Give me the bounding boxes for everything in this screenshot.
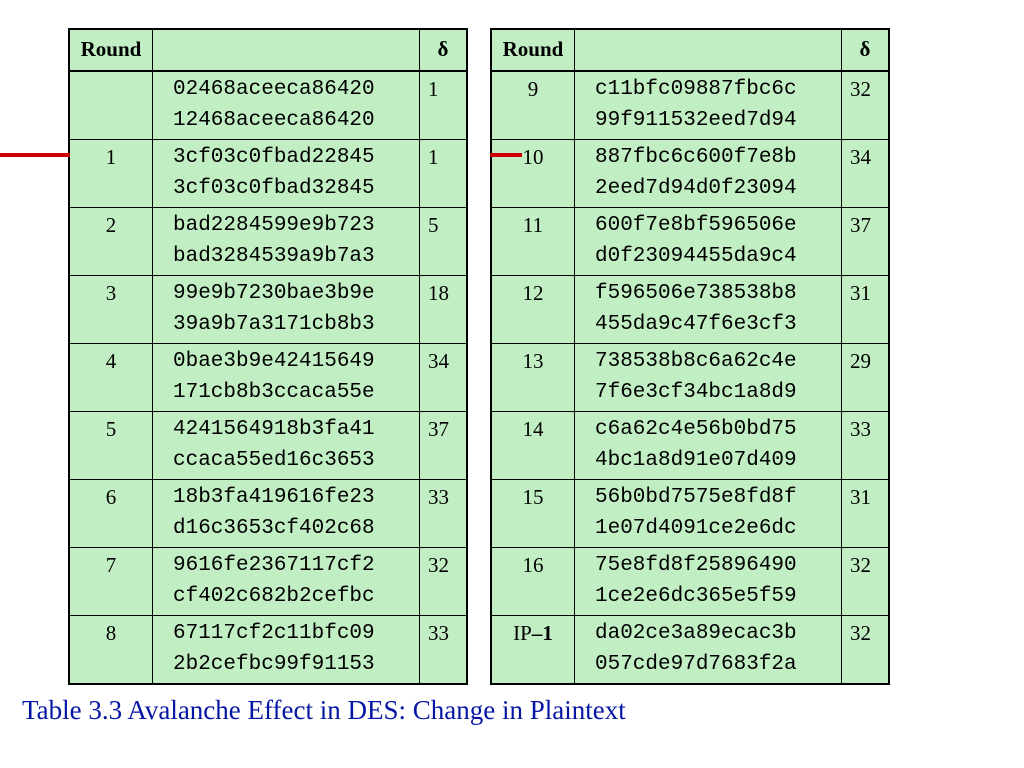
table-row: 1675e8fd8f258964901ce2e6dc365e5f5932 — [491, 547, 889, 615]
data-cell: 738538b8c6a62c4e7f6e3cf34bc1a8d9 — [575, 343, 842, 411]
col-header-delta: δ — [842, 29, 890, 71]
delta-cell: 31 — [842, 275, 890, 343]
round-cell: 7 — [69, 547, 153, 615]
round-cell — [69, 71, 153, 140]
data-cell: 3cf03c0fbad228453cf03c0fbad32845 — [153, 139, 420, 207]
table-row: 40bae3b9e42415649171cb8b3ccaca55e34 — [69, 343, 467, 411]
table-row: 399e9b7230bae3b9e39a9b7a3171cb8b318 — [69, 275, 467, 343]
round-cell: 15 — [491, 479, 575, 547]
delta-cell: 34 — [420, 343, 468, 411]
data-cell: 99e9b7230bae3b9e39a9b7a3171cb8b3 — [153, 275, 420, 343]
table-row: 13738538b8c6a62c4e7f6e3cf34bc1a8d929 — [491, 343, 889, 411]
delta-cell: 32 — [842, 547, 890, 615]
delta-cell: 18 — [420, 275, 468, 343]
delta-cell: 37 — [842, 207, 890, 275]
table-row: 2bad2284599e9b723bad3284539a9b7a35 — [69, 207, 467, 275]
delta-cell: 34 — [842, 139, 890, 207]
col-header-data — [575, 29, 842, 71]
delta-cell: 37 — [420, 411, 468, 479]
round-cell: 8 — [69, 615, 153, 684]
data-cell: da02ce3a89ecac3b057cde97d7683f2a — [575, 615, 842, 684]
table-header-row: Round δ — [69, 29, 467, 71]
data-cell: bad2284599e9b723bad3284539a9b7a3 — [153, 207, 420, 275]
delta-cell: 5 — [420, 207, 468, 275]
round-cell: IP–1 — [491, 615, 575, 684]
data-cell: 56b0bd7575e8fd8f1e07d4091ce2e6dc — [575, 479, 842, 547]
delta-cell: 32 — [842, 615, 890, 684]
delta-cell: 1 — [420, 71, 468, 140]
round-cell: 11 — [491, 207, 575, 275]
col-header-round: Round — [69, 29, 153, 71]
col-header-round: Round — [491, 29, 575, 71]
avalanche-table-right: Round δ 9c11bfc09887fbc6c99f911532eed7d9… — [490, 28, 890, 685]
round-cell: 16 — [491, 547, 575, 615]
tables-wrapper: Round δ 02468aceeca8642012468aceeca86420… — [0, 28, 1024, 685]
col-header-delta: δ — [420, 29, 468, 71]
table-row: 9c11bfc09887fbc6c99f911532eed7d9432 — [491, 71, 889, 140]
delta-cell: 33 — [420, 615, 468, 684]
table-row: 11600f7e8bf596506ed0f23094455da9c437 — [491, 207, 889, 275]
delta-cell: 31 — [842, 479, 890, 547]
round-cell: 5 — [69, 411, 153, 479]
data-cell: c6a62c4e56b0bd754bc1a8d91e07d409 — [575, 411, 842, 479]
round-cell: 13 — [491, 343, 575, 411]
table-row: 867117cf2c11bfc092b2cefbc99f9115333 — [69, 615, 467, 684]
table-caption: Table 3.3 Avalanche Effect in DES: Chang… — [0, 695, 1024, 726]
table-row: 02468aceeca8642012468aceeca864201 — [69, 71, 467, 140]
data-cell: 0bae3b9e42415649171cb8b3ccaca55e — [153, 343, 420, 411]
round-cell: 14 — [491, 411, 575, 479]
accent-rule-left — [0, 153, 70, 157]
data-cell: 887fbc6c600f7e8b2eed7d94d0f23094 — [575, 139, 842, 207]
data-cell: 4241564918b3fa41ccaca55ed16c3653 — [153, 411, 420, 479]
table-row: 618b3fa419616fe23d16c3653cf402c6833 — [69, 479, 467, 547]
delta-cell: 32 — [420, 547, 468, 615]
data-cell: 600f7e8bf596506ed0f23094455da9c4 — [575, 207, 842, 275]
round-cell: 6 — [69, 479, 153, 547]
delta-cell: 29 — [842, 343, 890, 411]
delta-cell: 1 — [420, 139, 468, 207]
table-row: 12f596506e738538b8455da9c47f6e3cf331 — [491, 275, 889, 343]
round-cell: 1 — [69, 139, 153, 207]
round-cell: 10 — [491, 139, 575, 207]
table-row: 54241564918b3fa41ccaca55ed16c365337 — [69, 411, 467, 479]
data-cell: 18b3fa419616fe23d16c3653cf402c68 — [153, 479, 420, 547]
accent-rule-mid — [490, 153, 522, 157]
data-cell: 75e8fd8f258964901ce2e6dc365e5f59 — [575, 547, 842, 615]
data-cell: c11bfc09887fbc6c99f911532eed7d94 — [575, 71, 842, 140]
table-row: 79616fe2367117cf2cf402c682b2cefbc32 — [69, 547, 467, 615]
round-cell: 3 — [69, 275, 153, 343]
table-header-row: Round δ — [491, 29, 889, 71]
data-cell: 67117cf2c11bfc092b2cefbc99f91153 — [153, 615, 420, 684]
delta-cell: 33 — [842, 411, 890, 479]
round-cell: 4 — [69, 343, 153, 411]
table-row: 14c6a62c4e56b0bd754bc1a8d91e07d40933 — [491, 411, 889, 479]
delta-cell: 32 — [842, 71, 890, 140]
table-row: IP–1da02ce3a89ecac3b057cde97d7683f2a32 — [491, 615, 889, 684]
data-cell: 02468aceeca8642012468aceeca86420 — [153, 71, 420, 140]
round-cell: 9 — [491, 71, 575, 140]
round-cell: 2 — [69, 207, 153, 275]
data-cell: f596506e738538b8455da9c47f6e3cf3 — [575, 275, 842, 343]
col-header-data — [153, 29, 420, 71]
delta-cell: 33 — [420, 479, 468, 547]
table-row: 10887fbc6c600f7e8b2eed7d94d0f2309434 — [491, 139, 889, 207]
avalanche-table-left: Round δ 02468aceeca8642012468aceeca86420… — [68, 28, 468, 685]
table-row: 1556b0bd7575e8fd8f1e07d4091ce2e6dc31 — [491, 479, 889, 547]
data-cell: 9616fe2367117cf2cf402c682b2cefbc — [153, 547, 420, 615]
table-row: 13cf03c0fbad228453cf03c0fbad328451 — [69, 139, 467, 207]
round-cell: 12 — [491, 275, 575, 343]
